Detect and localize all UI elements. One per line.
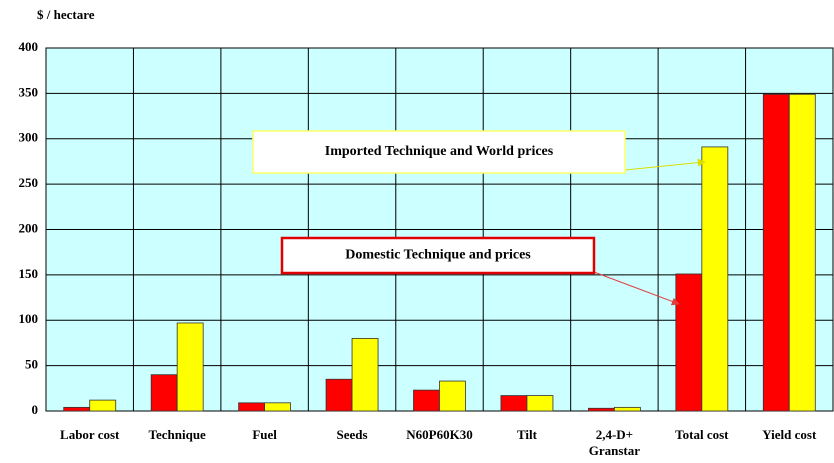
bar xyxy=(500,395,528,412)
x-tick-label: Total cost xyxy=(675,427,729,442)
x-tick-label: Yield cost xyxy=(762,427,817,442)
y-tick-label: 50 xyxy=(25,357,38,372)
y-tick-label: 300 xyxy=(19,130,39,145)
bar xyxy=(150,374,178,412)
y-tick-label: 100 xyxy=(19,311,39,326)
y-tick-label: 150 xyxy=(19,266,39,281)
bar xyxy=(264,402,292,412)
bar xyxy=(238,402,266,412)
bar xyxy=(788,93,816,412)
bar xyxy=(413,389,440,412)
y-tick-label: 250 xyxy=(19,175,39,190)
bar xyxy=(675,273,703,412)
bar xyxy=(325,378,353,412)
callout-box xyxy=(252,130,626,174)
y-tick-label: 200 xyxy=(19,220,39,235)
callout-arrow xyxy=(624,158,706,171)
y-tick-label: 0 xyxy=(32,402,39,417)
bar xyxy=(63,406,91,412)
x-tick-label: N60P60K30 xyxy=(406,427,472,442)
x-tick-label: Fuel xyxy=(252,427,277,442)
series-callout-label: Imported Technique and World prices xyxy=(325,144,554,159)
bar xyxy=(89,399,117,412)
bar xyxy=(176,322,204,412)
callout-arrow xyxy=(593,271,680,306)
x-tick-label: Tilt xyxy=(517,427,538,442)
bar xyxy=(351,337,379,412)
bar xyxy=(587,407,615,412)
y-tick-label: 400 xyxy=(19,39,39,54)
y-axis-label: $ / hectare xyxy=(37,7,95,22)
x-tick-label: Seeds xyxy=(337,427,368,442)
x-tick-label: 2,4-D+ Granstar xyxy=(589,427,641,458)
y-tick-label: 350 xyxy=(19,84,39,99)
bar xyxy=(762,93,790,412)
bar xyxy=(439,380,466,412)
series-callout-label: Domestic Technique and prices xyxy=(345,248,531,263)
bar xyxy=(701,146,729,412)
bar xyxy=(613,406,641,412)
bar xyxy=(526,395,554,412)
callout-box xyxy=(280,236,596,275)
x-tick-label: Labor cost xyxy=(60,427,120,442)
x-tick-label: Technique xyxy=(149,427,207,442)
